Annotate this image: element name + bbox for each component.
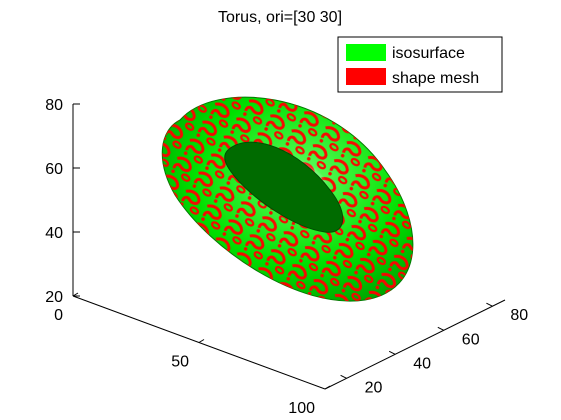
y-tick-mark	[486, 302, 493, 307]
y-tick-label: 40	[413, 355, 431, 372]
tick-labels: 20 40 60 80 0 50 100 20 40 60 80	[45, 97, 528, 417]
y-tick-label: 60	[462, 331, 480, 348]
x-tick-mark	[72, 292, 79, 297]
legend: isosurface shape mesh	[337, 36, 503, 93]
z-tick-label: 40	[45, 225, 63, 242]
x-tick-label: 100	[288, 400, 315, 417]
y-tick-mark	[437, 326, 445, 331]
legend-label-isosurface: isosurface	[392, 45, 465, 62]
torus-hole	[224, 141, 344, 233]
y-axis-line	[324, 299, 506, 390]
x-tick-label: 50	[171, 354, 189, 371]
chart-title: Torus, ori=[30 30]	[218, 9, 342, 26]
x-tick-label: 0	[54, 307, 63, 324]
y-tick-label: 20	[365, 379, 383, 396]
legend-label-shape-mesh: shape mesh	[392, 70, 479, 87]
legend-swatch-shape-mesh	[346, 68, 386, 85]
y-tick-mark	[340, 374, 347, 379]
y-tick-mark	[388, 350, 396, 355]
y-tick-label: 80	[510, 307, 528, 324]
legend-swatch-isosurface	[346, 44, 386, 61]
torus-surface	[161, 96, 414, 302]
x-tick-mark	[198, 339, 205, 343]
z-tick-label: 80	[45, 97, 63, 114]
z-tick-label: 60	[45, 161, 63, 178]
z-tick-label: 20	[45, 289, 63, 306]
x-tick-mark	[324, 385, 331, 390]
